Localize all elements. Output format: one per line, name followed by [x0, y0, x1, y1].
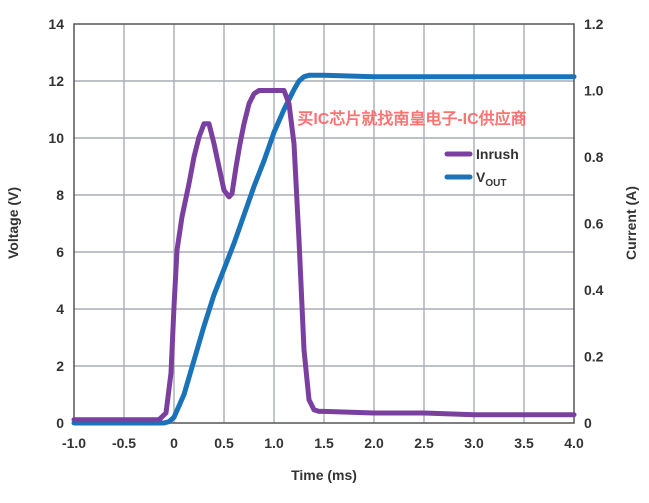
x-tick-label: 1.5: [314, 435, 334, 451]
x-tick-label: 0: [170, 435, 178, 451]
y-axis-right-ticks: 0 0.2 0.4 0.6 0.8 1.0 1.2: [584, 16, 604, 431]
x-tick-label: -0.5: [112, 435, 136, 451]
y-left-tick-label: 4: [56, 301, 64, 317]
y-right-tick-label: 0.6: [584, 216, 604, 232]
x-tick-label: 2.5: [414, 435, 434, 451]
y-right-tick-label: 0.8: [584, 149, 604, 165]
x-axis-ticks: -1.0 -0.5 0 0.5 1.0 1.5 2.0 2.5 3.0 3.5 4.0: [62, 435, 584, 451]
series-layer: [71, 72, 577, 426]
y-left-tick-label: 10: [48, 130, 64, 146]
y-left-tick-label: 2: [56, 358, 64, 374]
watermark-text: 买IC芯片就找南皇电子-IC供应商: [297, 109, 526, 128]
series-line-inrush: [71, 88, 577, 423]
y-left-tick-label: 14: [48, 16, 64, 32]
x-tick-label: 0.5: [214, 435, 234, 451]
legend: Inrush VOUT: [444, 146, 519, 189]
y-axis-left-title: Voltage (V): [5, 187, 21, 259]
x-axis-title: Time (ms): [291, 467, 357, 483]
y-right-tick-label: 0: [584, 415, 592, 431]
y-axis-left-ticks: 0 2 4 6 8 10 12 14: [48, 16, 64, 431]
y-right-tick-label: 1.0: [584, 83, 604, 99]
grid: [74, 24, 574, 423]
y-left-tick-label: 6: [56, 244, 64, 260]
x-tick-label: 3.0: [464, 435, 484, 451]
x-tick-label: 2.0: [364, 435, 384, 451]
x-tick-label: 3.5: [514, 435, 534, 451]
y-right-tick-label: 0.4: [584, 282, 604, 298]
y-right-tick-label: 0.2: [584, 349, 604, 365]
plot-frame: [73, 23, 575, 424]
y-left-tick-label: 8: [56, 187, 64, 203]
legend-label-inrush: Inrush: [476, 146, 519, 162]
x-tick-label: -1.0: [62, 435, 86, 451]
legend-label-vout-subscript: OUT: [485, 178, 506, 189]
x-tick-label: 4.0: [564, 435, 584, 451]
y-left-tick-label: 0: [56, 415, 64, 431]
legend-label-vout-main: V: [476, 169, 486, 185]
legend-label-vout: VOUT: [476, 169, 506, 189]
series-line-vout: [71, 72, 577, 426]
y-left-tick-label: 12: [48, 73, 64, 89]
x-tick-label: 1.0: [264, 435, 284, 451]
y-axis-right-title: Current (A): [623, 186, 639, 260]
y-right-tick-label: 1.2: [584, 16, 604, 32]
